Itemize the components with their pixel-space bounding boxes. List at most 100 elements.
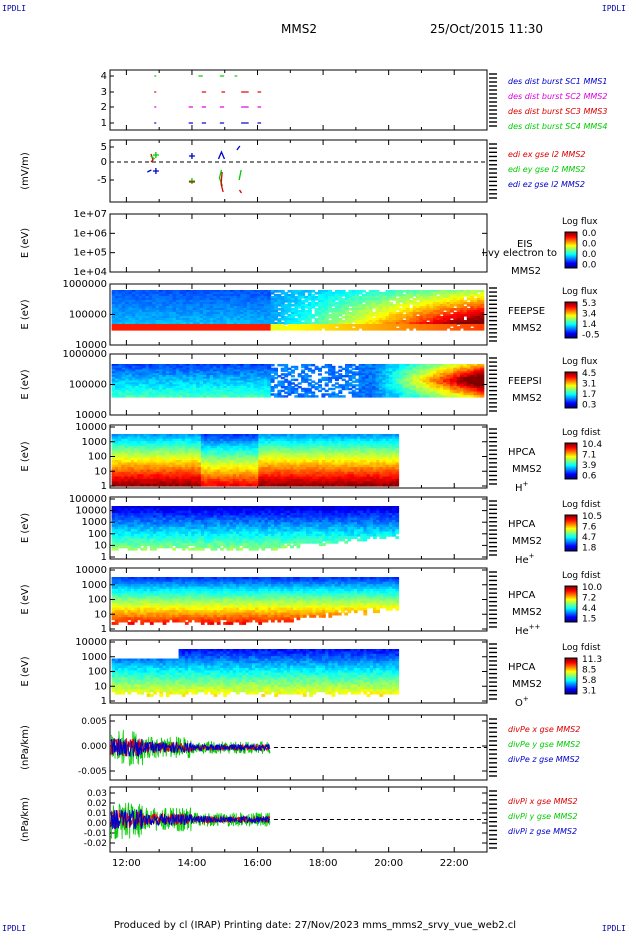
- spectrogram-cell: [412, 302, 417, 305]
- spectrogram-cell: [412, 324, 417, 327]
- spectrogram-cell: [297, 304, 302, 307]
- spectrogram-cell: [159, 436, 164, 440]
- spectrogram-cell: [416, 371, 421, 374]
- spectrogram-cell: [145, 302, 150, 305]
- spectrogram-cell: [192, 393, 197, 396]
- spectrogram-cell: [426, 380, 431, 383]
- spectrogram-cell: [453, 386, 458, 389]
- spectrogram-cell: [191, 462, 196, 466]
- spectrogram-cell: [318, 314, 322, 317]
- spectrogram-cell: [280, 306, 285, 309]
- spectrogram-cell: [196, 326, 201, 329]
- spectrogram-cell: [152, 296, 157, 299]
- spectrogram-cell: [149, 450, 154, 454]
- spectrogram-cell: [162, 469, 167, 473]
- spectrogram-cell: [184, 443, 189, 447]
- spectrogram-cell: [131, 290, 136, 293]
- spectrogram-cell: [230, 304, 234, 307]
- spectrogram-cell: [341, 367, 346, 371]
- spectrogram-cell: [361, 318, 366, 321]
- spectrogram-cell: [321, 322, 326, 325]
- spectrogram-cell: [345, 387, 349, 391]
- spectrogram-cell: [375, 310, 380, 313]
- spectrogram-cell: [188, 476, 192, 480]
- spectrogram-cell: [172, 375, 177, 378]
- spectrogram-cell: [172, 457, 176, 461]
- spectrogram-cell: [145, 364, 150, 367]
- spectrogram-cell: [145, 378, 150, 382]
- spectrogram-cell: [209, 294, 214, 297]
- spectrogram-cell: [114, 469, 119, 473]
- colorbar-swatch: [565, 315, 577, 317]
- spectrogram-cell: [375, 296, 380, 299]
- spectrogram-cell: [392, 387, 397, 391]
- spectrogram-cell: [135, 290, 140, 293]
- spectrogram-cell: [345, 364, 349, 367]
- spectrogram-cell: [433, 395, 437, 398]
- spectrogram-cell: [189, 393, 194, 396]
- edi-field-sample: [217, 150, 226, 160]
- spectrogram-cell: [422, 294, 427, 297]
- spectrogram-cell: [314, 292, 319, 295]
- spectrogram-cell: [148, 371, 153, 374]
- spectrogram-cell: [470, 328, 475, 331]
- spectrogram-cell: [263, 312, 268, 315]
- spectrogram-cell: [456, 387, 461, 391]
- spectrogram-cell: [389, 328, 393, 331]
- spectrogram-cell: [133, 460, 138, 463]
- spectrogram-cell: [477, 393, 481, 396]
- spectrogram-cell: [375, 380, 380, 383]
- spectrogram-cell: [152, 292, 157, 295]
- spectrogram-cell: [419, 375, 424, 378]
- spectrogram-cell: [361, 296, 366, 299]
- colorbar-swatch: [565, 391, 577, 393]
- spectrogram-cell: [284, 373, 289, 376]
- spectrogram-cell: [446, 324, 451, 327]
- spectrogram-cell: [118, 312, 123, 315]
- spectrogram-cell: [199, 308, 204, 311]
- spectrogram-cell: [436, 369, 441, 372]
- spectrogram-cell: [307, 304, 312, 307]
- spectrogram-cell: [209, 391, 214, 394]
- spectrogram-cell: [172, 464, 176, 468]
- spectrogram-cell: [287, 387, 292, 391]
- spectrogram-cell: [138, 386, 143, 389]
- spectrogram-cell: [378, 312, 383, 315]
- spectrogram-cell: [246, 386, 251, 389]
- spectrogram-cell: [385, 312, 390, 315]
- spectrogram-cell: [470, 316, 475, 319]
- spectrogram-cell: [392, 326, 397, 329]
- spectrogram-cell: [131, 391, 136, 394]
- spectrogram-cell: [155, 324, 160, 327]
- spectrogram-cell: [236, 308, 241, 311]
- spectrogram-cell: [127, 436, 132, 440]
- spectrogram-cell: [385, 365, 390, 369]
- spectrogram-cell: [280, 380, 285, 383]
- spectrogram-cell: [392, 380, 397, 383]
- spectrogram-cell: [470, 308, 475, 311]
- spectrogram-cell: [206, 322, 211, 325]
- spectrogram-cell: [331, 384, 336, 387]
- spectrogram-cell: [318, 369, 322, 372]
- spectrogram-cell: [236, 302, 241, 305]
- spectrogram-cell: [179, 393, 184, 396]
- spectrogram-cell: [473, 384, 478, 387]
- spectrogram-cell: [125, 316, 130, 319]
- spectrogram-cell: [124, 469, 129, 473]
- spectrogram-cell: [131, 382, 136, 385]
- spectrogram-cell: [233, 314, 238, 317]
- spectrogram-cell: [402, 304, 407, 307]
- spectrogram-cell: [140, 450, 145, 454]
- spectrogram-cell: [128, 324, 133, 327]
- spectrogram-cell: [328, 292, 333, 295]
- spectrogram-cell: [246, 393, 251, 396]
- spectrogram-cell: [416, 380, 421, 383]
- spectrogram-cell: [135, 322, 140, 325]
- spectrogram-cell: [395, 378, 400, 382]
- spectrogram-cell: [207, 464, 212, 468]
- spectrogram-cell: [159, 384, 163, 387]
- colorbar-swatch: [565, 316, 577, 318]
- spectrogram-cell: [199, 375, 204, 378]
- colorbar-tick-label: 0.0: [582, 240, 597, 250]
- spectrogram-cell: [216, 386, 221, 389]
